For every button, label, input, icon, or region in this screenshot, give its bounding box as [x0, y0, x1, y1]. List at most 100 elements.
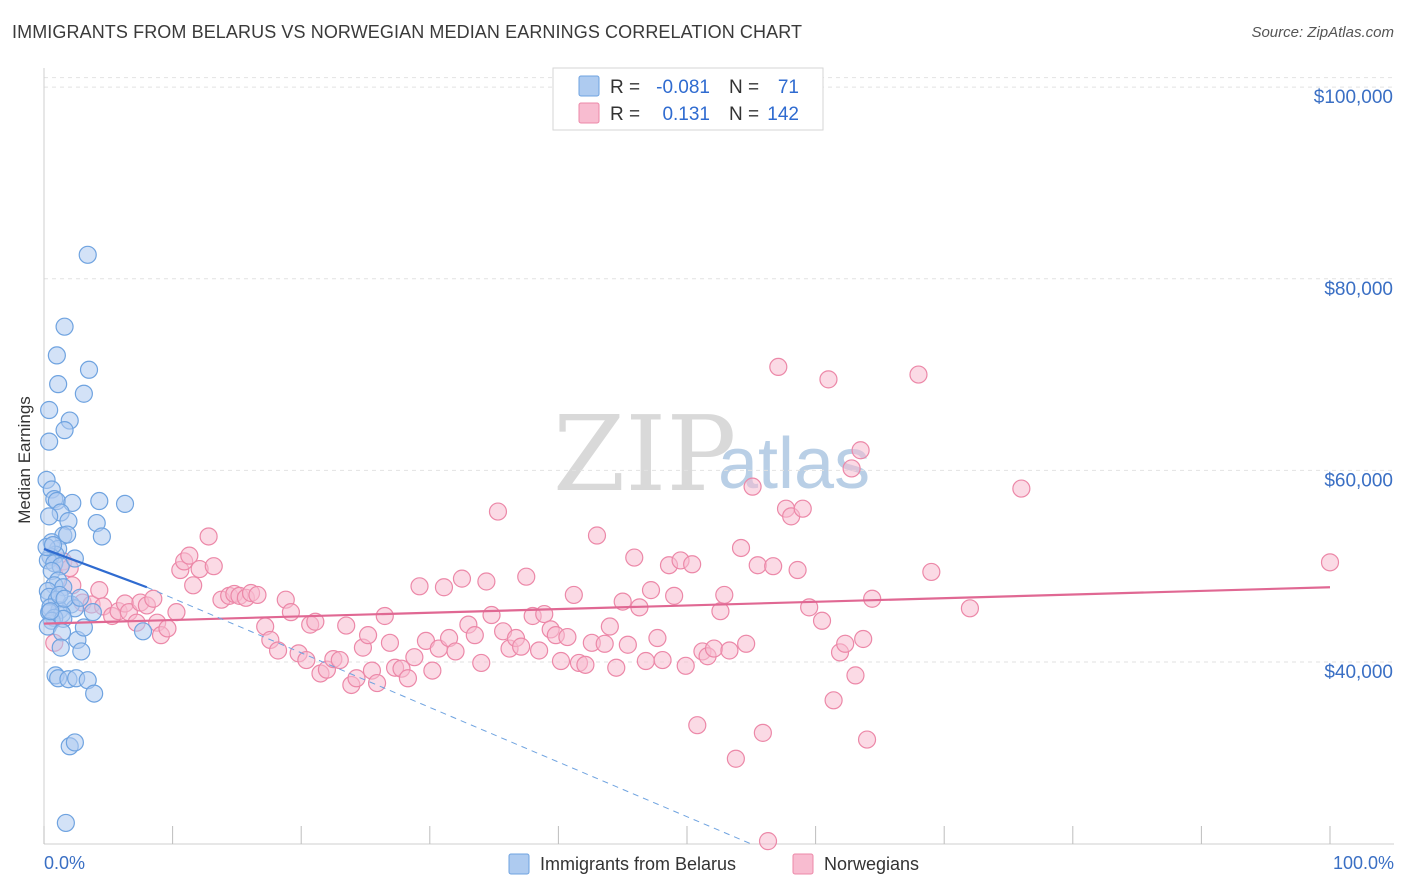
point-belarus	[49, 375, 68, 394]
point-belarus	[78, 245, 97, 264]
point-belarus	[55, 317, 74, 336]
point-belarus	[92, 527, 111, 546]
point-norwegians	[380, 633, 400, 652]
point-norwegians	[641, 581, 661, 600]
point-norwegians	[199, 527, 218, 546]
point-norwegians	[636, 651, 655, 671]
point-norwegians	[452, 569, 472, 588]
point-norwegians	[144, 589, 163, 608]
point-norwegians	[595, 634, 614, 653]
point-norwegians	[281, 603, 301, 622]
point-norwegians	[375, 606, 394, 626]
trend-lines	[43, 547, 1331, 845]
point-norwegians	[960, 599, 980, 618]
source-credit: Source: ZipAtlas.com	[1251, 24, 1394, 41]
point-norwegians	[793, 499, 812, 518]
point-norwegians	[423, 661, 442, 680]
point-norwegians	[748, 556, 767, 575]
point-norwegians	[836, 634, 855, 653]
legend-swatch-norwegians	[578, 102, 600, 124]
legend-r-value-1: -0.081	[656, 77, 710, 98]
point-norwegians	[337, 616, 356, 635]
point-norwegians	[1320, 553, 1340, 572]
point-norwegians	[788, 560, 807, 580]
point-norwegians	[726, 749, 745, 768]
legend-swatch-belarus	[578, 75, 600, 97]
point-norwegians	[405, 648, 424, 667]
point-belarus	[56, 813, 75, 833]
point-norwegians	[530, 641, 549, 660]
point-belarus	[40, 400, 59, 420]
point-belarus	[90, 491, 109, 511]
point-norwegians	[248, 585, 267, 605]
point-norwegians	[648, 628, 667, 648]
point-norwegians	[909, 365, 928, 384]
point-norwegians	[812, 611, 832, 630]
point-norwegians	[330, 650, 349, 670]
point-norwegians	[653, 650, 672, 670]
bottom-legend-swatch-norwegians	[792, 853, 814, 875]
x-ticks	[43, 826, 1331, 844]
point-norwegians	[676, 656, 695, 675]
point-norwegians	[846, 666, 865, 685]
point-norwegians	[268, 641, 288, 660]
point-norwegians	[764, 557, 783, 576]
point-norwegians	[625, 548, 644, 567]
y-tick-label: $60,000	[1324, 470, 1393, 491]
point-belarus	[79, 360, 99, 379]
point-belarus	[58, 525, 77, 544]
point-norwegians	[665, 586, 684, 605]
point-norwegians	[769, 357, 788, 377]
point-norwegians	[477, 572, 496, 591]
y-tick-label: $40,000	[1324, 662, 1393, 683]
point-norwegians	[607, 658, 626, 677]
point-norwegians	[613, 592, 632, 611]
point-belarus	[41, 602, 60, 621]
point-norwegians	[434, 578, 454, 597]
point-norwegians	[410, 577, 429, 596]
point-norwegians	[731, 538, 751, 558]
point-norwegians	[465, 626, 484, 645]
point-norwegians	[446, 642, 465, 661]
chart-title: IMMIGRANTS FROM BELARUS VS NORWEGIAN MED…	[12, 22, 803, 42]
correlation-legend: R = -0.081 N = 71 R = 0.131 N = 142	[552, 67, 824, 131]
point-norwegians	[857, 730, 877, 749]
legend-r-value-2: 0.131	[662, 104, 710, 125]
legend-n-value-1: 71	[778, 77, 799, 98]
point-norwegians	[824, 691, 843, 710]
point-norwegians	[842, 459, 861, 478]
point-norwegians	[358, 626, 378, 645]
gridlines	[44, 77, 1394, 663]
point-belarus	[55, 589, 74, 608]
point-norwegians	[517, 567, 536, 586]
point-belarus	[72, 642, 91, 661]
bottom-legend-label-norwegians: Norwegians	[824, 854, 919, 874]
point-norwegians	[688, 716, 707, 735]
point-belarus	[51, 638, 70, 657]
point-norwegians	[851, 441, 870, 460]
trend-extension-belarus	[146, 586, 752, 845]
point-norwegians	[683, 555, 702, 574]
point-belarus	[65, 733, 84, 752]
point-norwegians	[488, 502, 508, 521]
point-norwegians	[204, 557, 223, 576]
point-belarus	[47, 346, 66, 365]
point-belarus	[115, 494, 135, 514]
point-norwegians	[512, 637, 531, 656]
point-norwegians	[180, 546, 199, 565]
trend-line-belarus	[43, 547, 148, 589]
bottom-legend-swatch-belarus	[508, 853, 530, 875]
point-belarus	[133, 622, 153, 641]
point-belarus	[55, 421, 74, 440]
point-norwegians	[618, 635, 637, 654]
point-norwegians	[90, 581, 109, 600]
point-belarus	[40, 507, 59, 526]
point-norwegians	[482, 605, 501, 625]
legend-r-label-2: R =	[610, 104, 640, 125]
point-norwegians	[704, 639, 724, 658]
point-norwegians	[551, 651, 571, 671]
bottom-legend-label-belarus: Immigrants from Belarus	[540, 854, 736, 874]
point-norwegians	[863, 589, 882, 608]
legend-r-label-1: R =	[610, 77, 640, 98]
